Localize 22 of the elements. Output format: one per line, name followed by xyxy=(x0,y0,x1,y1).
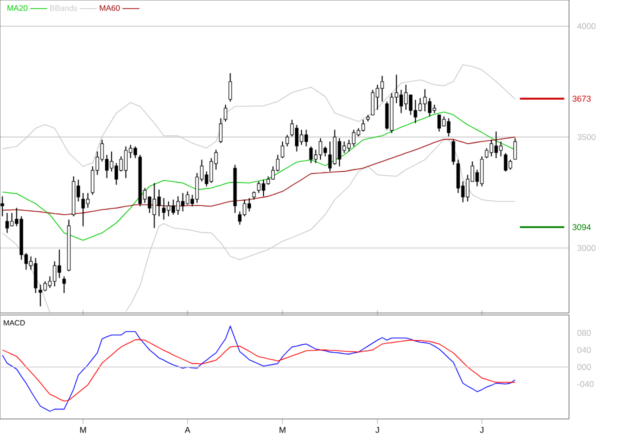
x-tick-label: A xyxy=(184,427,190,433)
x-tick-label: M xyxy=(280,427,286,433)
y-tick-label: 3500 xyxy=(577,134,596,140)
y-tick-label: 3000 xyxy=(577,245,596,251)
y-tick-label: 040 xyxy=(577,346,591,353)
candlestick xyxy=(286,134,289,147)
y-tick-label: 4000 xyxy=(577,23,596,30)
candlestick xyxy=(219,118,222,144)
x-tick-label: J xyxy=(480,427,484,433)
ref-line-label: 3673 xyxy=(572,96,591,102)
candlestick xyxy=(62,276,66,294)
x-tick-label: J xyxy=(375,427,379,433)
y-tick-label: -040 xyxy=(577,381,594,388)
y-tick-label: 000 xyxy=(577,364,591,370)
candlestick xyxy=(280,141,284,159)
candlestick xyxy=(224,104,228,122)
candlestick xyxy=(513,138,517,160)
x-tick-label: M xyxy=(80,427,86,433)
ref-line-label: 3094 xyxy=(572,224,591,230)
candlestick xyxy=(228,72,232,102)
y-tick-label: 080 xyxy=(577,330,591,336)
candlestick xyxy=(452,139,456,166)
